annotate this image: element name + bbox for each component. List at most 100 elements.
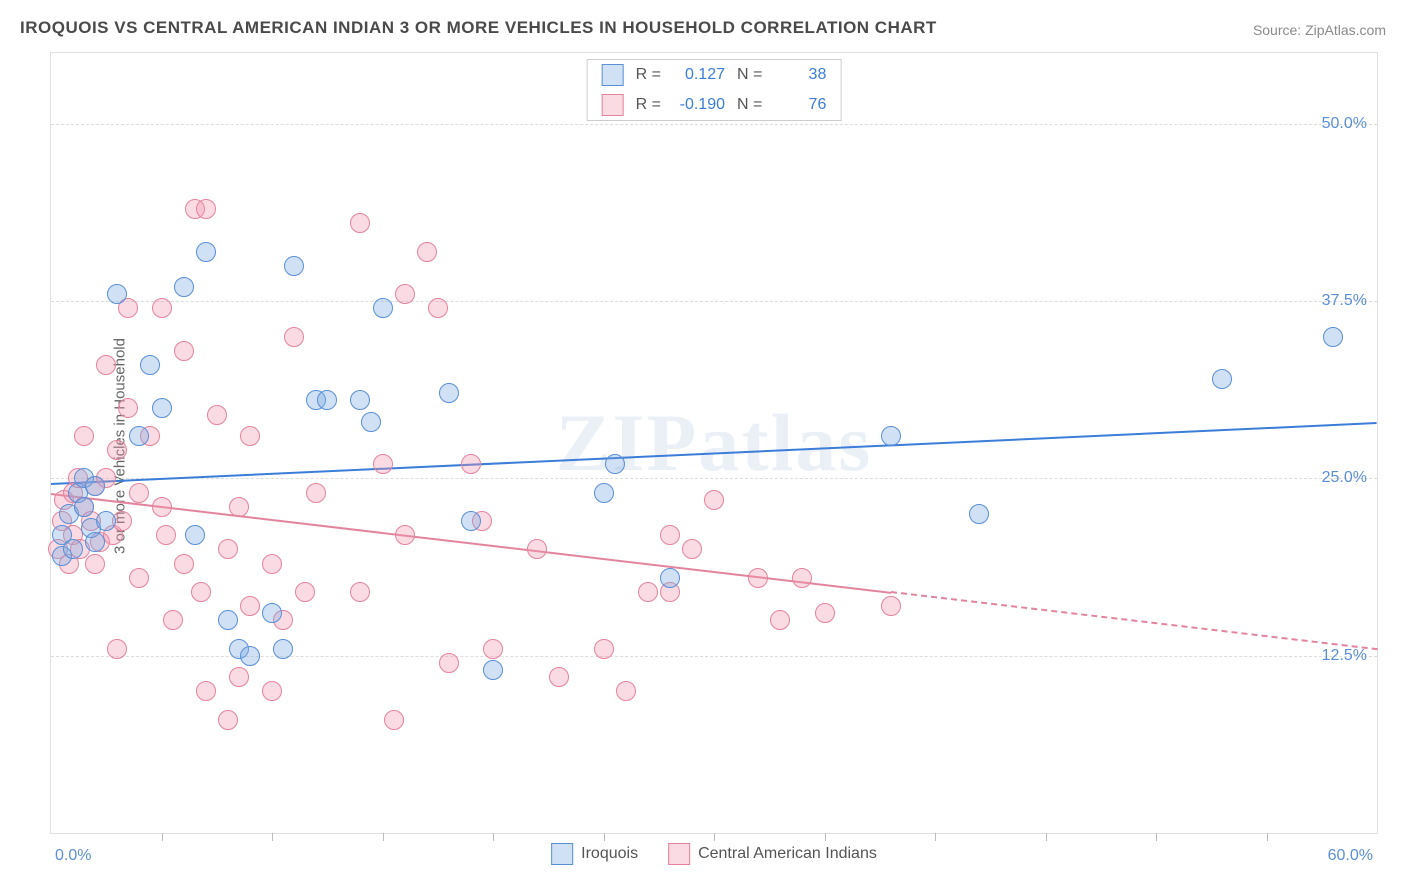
data-point (549, 667, 569, 687)
data-point (240, 646, 260, 666)
data-point (229, 667, 249, 687)
data-point (660, 568, 680, 588)
series-legend: Iroquois Central American Indians (551, 843, 877, 865)
data-point (350, 213, 370, 233)
watermark: ZIPatlas (556, 396, 873, 490)
data-point (461, 454, 481, 474)
data-point (483, 660, 503, 680)
y-tick-label: 37.5% (1322, 292, 1367, 310)
r-label-2: R = (636, 96, 661, 114)
data-point (262, 603, 282, 623)
data-point (229, 497, 249, 517)
x-tick (1046, 833, 1047, 841)
x-axis-min-label: 0.0% (55, 847, 91, 865)
data-point (240, 596, 260, 616)
legend-label-2: Central American Indians (698, 845, 877, 863)
data-point (527, 539, 547, 559)
data-point (152, 398, 172, 418)
swatch-series1 (602, 64, 624, 86)
data-point (262, 681, 282, 701)
data-point (240, 426, 260, 446)
data-point (384, 710, 404, 730)
chart-title: IROQUOIS VS CENTRAL AMERICAN INDIAN 3 OR… (20, 18, 937, 38)
x-axis-max-label: 60.0% (1328, 847, 1373, 865)
stats-row-1: R = 0.127 N = 38 (588, 60, 841, 90)
data-point (792, 568, 812, 588)
data-point (395, 284, 415, 304)
x-tick (272, 833, 273, 841)
data-point (704, 490, 724, 510)
data-point (306, 483, 326, 503)
gridline-h (51, 478, 1377, 479)
y-tick-label: 25.0% (1322, 469, 1367, 487)
data-point (74, 497, 94, 517)
data-point (428, 298, 448, 318)
data-point (191, 582, 211, 602)
data-point (152, 497, 172, 517)
data-point (85, 532, 105, 552)
data-point (129, 483, 149, 503)
r-value-1: 0.127 (673, 66, 725, 84)
data-point (174, 277, 194, 297)
data-point (262, 554, 282, 574)
gridline-h (51, 124, 1377, 125)
gridline-h (51, 301, 1377, 302)
data-point (969, 504, 989, 524)
data-point (638, 582, 658, 602)
x-tick (714, 833, 715, 841)
data-point (439, 653, 459, 673)
legend-item-2: Central American Indians (668, 843, 877, 865)
stats-row-2: R = -0.190 N = 76 (588, 90, 841, 120)
data-point (373, 298, 393, 318)
data-point (273, 639, 293, 659)
x-tick (604, 833, 605, 841)
data-point (74, 426, 94, 446)
data-point (350, 390, 370, 410)
data-point (218, 710, 238, 730)
data-point (483, 639, 503, 659)
data-point (129, 426, 149, 446)
data-point (815, 603, 835, 623)
data-point (439, 383, 459, 403)
data-point (63, 539, 83, 559)
data-point (163, 610, 183, 630)
x-tick (825, 833, 826, 841)
data-point (284, 327, 304, 347)
data-point (881, 596, 901, 616)
swatch-series2 (602, 94, 624, 116)
data-point (174, 341, 194, 361)
data-point (373, 454, 393, 474)
data-point (317, 390, 337, 410)
data-point (1323, 327, 1343, 347)
data-point (156, 525, 176, 545)
data-point (196, 242, 216, 262)
legend-swatch-1 (551, 843, 573, 865)
regression-line (891, 591, 1377, 650)
data-point (1212, 369, 1232, 389)
x-tick (935, 833, 936, 841)
legend-swatch-2 (668, 843, 690, 865)
data-point (85, 476, 105, 496)
data-point (361, 412, 381, 432)
data-point (152, 298, 172, 318)
data-point (770, 610, 790, 630)
data-point (107, 440, 127, 460)
n-value-2: 76 (774, 96, 826, 114)
data-point (218, 539, 238, 559)
data-point (96, 355, 116, 375)
y-tick-label: 12.5% (1322, 647, 1367, 665)
y-tick-label: 50.0% (1322, 115, 1367, 133)
x-tick (383, 833, 384, 841)
data-point (196, 199, 216, 219)
stats-legend: R = 0.127 N = 38 R = -0.190 N = 76 (587, 59, 842, 121)
data-point (118, 398, 138, 418)
x-tick (1267, 833, 1268, 841)
data-point (616, 681, 636, 701)
source-label: Source: ZipAtlas.com (1253, 22, 1386, 38)
data-point (881, 426, 901, 446)
data-point (461, 511, 481, 531)
chart-container: IROQUOIS VS CENTRAL AMERICAN INDIAN 3 OR… (0, 0, 1406, 892)
data-point (682, 539, 702, 559)
legend-item-1: Iroquois (551, 843, 638, 865)
r-label-1: R = (636, 66, 661, 84)
